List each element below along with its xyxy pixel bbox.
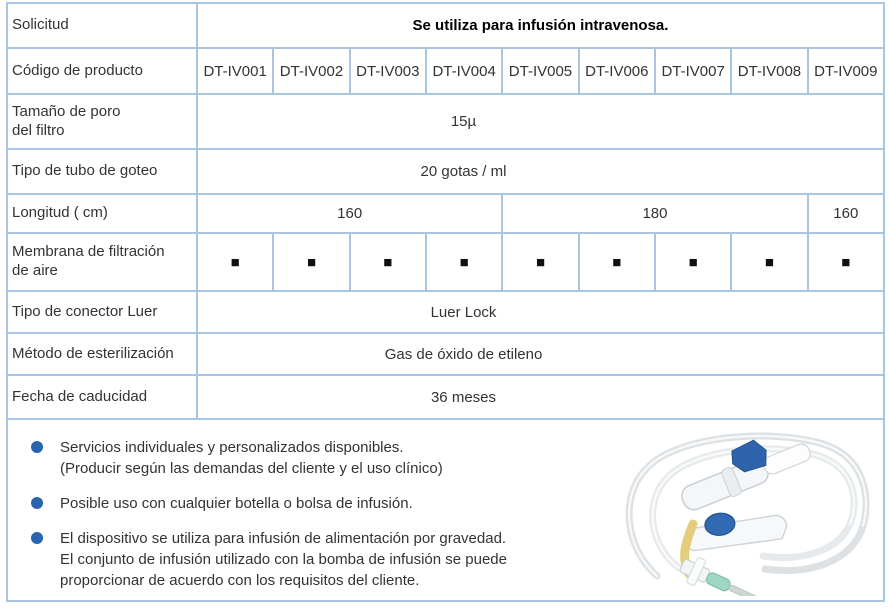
iv-tubing bbox=[625, 432, 870, 580]
row-membrana: Membrana de filtración de aire ■ ■ ■ ■ ■… bbox=[6, 232, 886, 292]
product-code-cell: DT-IV007 bbox=[653, 47, 733, 95]
row-luer: Tipo de conector Luer Luer Lock bbox=[6, 290, 885, 334]
row-label-caducidad: Fecha de caducidad bbox=[6, 374, 198, 420]
membrane-present-marker-icon: ■ bbox=[730, 232, 809, 292]
row-poro: Tamaño de poro del filtro 15µ bbox=[6, 93, 885, 150]
product-code-cell: DT-IV009 bbox=[806, 47, 886, 95]
membrane-present-marker-icon: ■ bbox=[348, 232, 427, 292]
product-code-cell: DT-IV004 bbox=[424, 47, 504, 95]
note-item: El dispositivo se utiliza para infusión … bbox=[8, 528, 883, 591]
luer-value: Luer Lock bbox=[196, 290, 885, 334]
membrane-present-marker-icon: ■ bbox=[424, 232, 504, 292]
note-text: Servicios individuales y personalizados … bbox=[60, 439, 443, 477]
notes-section: Servicios individuales y personalizados … bbox=[6, 420, 885, 602]
row-label-esterilizacion: Método de esterilización bbox=[6, 332, 198, 376]
membrane-present-marker-icon: ■ bbox=[653, 232, 733, 292]
goteo-value: 20 gotas / ml bbox=[196, 148, 885, 195]
membrane-present-marker-icon: ■ bbox=[501, 232, 580, 292]
row-label-codigo: Código de producto bbox=[6, 47, 198, 95]
solicitud-value: Se utiliza para infusión intravenosa. bbox=[196, 2, 885, 49]
longitud-value-2: 180 bbox=[501, 193, 809, 234]
row-label-goteo: Tipo de tubo de goteo bbox=[6, 148, 198, 195]
product-code-cell: DT-IV008 bbox=[730, 47, 809, 95]
esterilizacion-value: Gas de óxido de etileno bbox=[196, 332, 885, 376]
product-code-cell: DT-IV005 bbox=[501, 47, 580, 95]
note-text: Posible uso con cualquier botella o bols… bbox=[60, 495, 413, 512]
needle-assembly bbox=[679, 557, 788, 596]
bullet-icon bbox=[31, 532, 43, 544]
row-goteo: Tipo de tubo de goteo 20 gotas / ml bbox=[6, 148, 885, 195]
row-label-solicitud: Solicitud bbox=[6, 2, 198, 49]
longitud-value-3: 160 bbox=[806, 193, 886, 234]
product-code-cell: DT-IV006 bbox=[577, 47, 656, 95]
product-code-cell: DT-IV002 bbox=[272, 47, 351, 95]
row-label-longitud: Longitud ( cm) bbox=[6, 193, 198, 234]
caducidad-value: 36 meses bbox=[196, 374, 885, 420]
product-code-cell: DT-IV001 bbox=[195, 47, 275, 95]
membrane-present-marker-icon: ■ bbox=[272, 232, 351, 292]
bullet-icon bbox=[31, 497, 43, 509]
note-item: Posible uso con cualquier botella o bols… bbox=[8, 493, 883, 514]
membrane-present-marker-icon: ■ bbox=[195, 232, 275, 292]
row-label-membrana: Membrana de filtración de aire bbox=[6, 232, 198, 292]
bullet-icon bbox=[31, 441, 43, 453]
note-text: El dispositivo se utiliza para infusión … bbox=[60, 530, 507, 589]
membrane-present-marker-icon: ■ bbox=[806, 232, 886, 292]
product-image bbox=[625, 432, 870, 596]
product-spec-table: Solicitud Se utiliza para infusión intra… bbox=[6, 2, 886, 420]
content-frame: Solicitud Se utiliza para infusión intra… bbox=[6, 2, 886, 602]
drip-chamber bbox=[681, 439, 811, 511]
row-esterilizacion: Método de esterilización Gas de óxido de… bbox=[6, 332, 885, 376]
roller-clamp bbox=[685, 512, 788, 552]
row-solicitud: Solicitud Se utiliza para infusión intra… bbox=[6, 2, 885, 49]
longitud-value-1: 160 bbox=[195, 193, 504, 234]
row-label-luer: Tipo de conector Luer bbox=[6, 290, 198, 334]
row-codigo: Código de producto DT-IV001 DT-IV002 DT-… bbox=[6, 47, 886, 95]
note-item: Servicios individuales y personalizados … bbox=[8, 437, 883, 479]
poro-value: 15µ bbox=[196, 93, 885, 150]
row-caducidad: Fecha de caducidad 36 meses bbox=[6, 374, 885, 420]
product-code-cell: DT-IV003 bbox=[348, 47, 427, 95]
row-label-poro: Tamaño de poro del filtro bbox=[6, 93, 198, 150]
row-longitud: Longitud ( cm) 160 180 160 bbox=[6, 193, 886, 234]
membrane-present-marker-icon: ■ bbox=[577, 232, 656, 292]
